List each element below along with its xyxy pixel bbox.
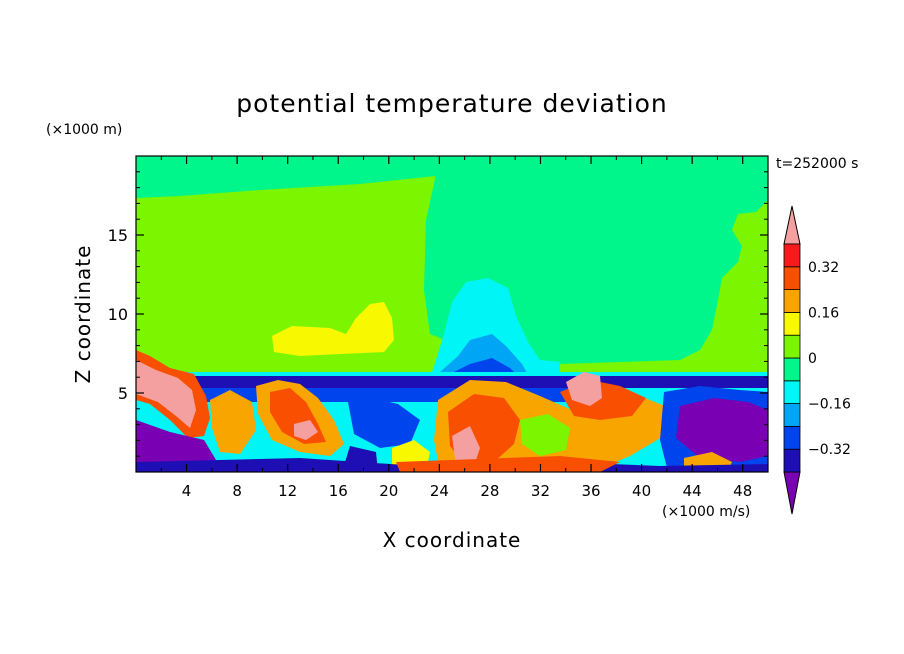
colorbar-tick-label: −0.16	[808, 397, 851, 413]
field-warm-patch-a	[272, 302, 394, 356]
y-tick-label: 15	[108, 226, 128, 245]
colorbar: 0.32 0.16 0 −0.16 −0.32	[783, 205, 851, 515]
y-unit-label: (×1000 m)	[46, 122, 122, 138]
x-tick-label: 44	[683, 482, 702, 500]
x-axis: 4 8 12 16 20 24 28 32 36 40 44 48	[160, 156, 752, 500]
field-warm-green-pocket	[520, 414, 570, 456]
x-tick-label: 36	[581, 482, 600, 500]
colorbar-band	[783, 334, 801, 359]
field-right-pink	[566, 372, 602, 406]
y-axis-label: Z coordinate	[71, 245, 95, 384]
field-left-warm-core	[136, 360, 196, 428]
field-mid-cold-a	[348, 398, 420, 448]
x-tick-label: 48	[733, 482, 752, 500]
colorbar-under-arrow	[783, 471, 801, 515]
x-tick-label: 12	[278, 482, 297, 500]
field-left-purple	[136, 420, 216, 472]
x-tick-label: 16	[329, 482, 348, 500]
colorbar-band	[783, 311, 801, 336]
x-tick-label: 20	[379, 482, 398, 500]
colorbar-band	[783, 266, 801, 290]
time-label: t=252000 s	[776, 156, 858, 172]
field-big-warm-pink	[452, 426, 480, 466]
field-bottom-cold	[136, 458, 768, 472]
field-plume-a-pink	[294, 420, 318, 440]
colorbar-band	[783, 403, 801, 427]
colorbar-over-arrow	[783, 205, 801, 245]
colorbar-tick-label: −0.32	[808, 442, 851, 458]
colorbar-band	[783, 425, 801, 450]
x-tick-label: 4	[182, 482, 192, 500]
colorbar-band	[783, 243, 801, 268]
chart-title: potential temperature deviation	[236, 89, 667, 118]
colorbar-band	[783, 357, 801, 382]
x-axis-label: X coordinate	[383, 528, 522, 552]
y-axis: 5 10 15	[108, 171, 768, 457]
field-inversion-band	[136, 376, 768, 388]
x-tick-label: 28	[480, 482, 499, 500]
colorbar-band	[783, 380, 801, 404]
x-tick-label: 8	[232, 482, 242, 500]
x-tick-label: 24	[430, 482, 449, 500]
colorbar-tick-label: 0.32	[808, 260, 839, 276]
colorbar-tick-label: 0.16	[808, 305, 839, 321]
x-tick-label: 40	[632, 482, 651, 500]
colorbar-tick-label: 0	[808, 351, 817, 367]
field-left-orange	[210, 390, 256, 454]
x-tick-label: 32	[531, 482, 550, 500]
y-tick-label: 5	[118, 384, 128, 403]
colorbar-band	[783, 448, 801, 473]
field-bottom-warm	[396, 456, 620, 472]
colorbar-band	[783, 289, 801, 313]
y-tick-label: 10	[108, 305, 128, 324]
plot-area	[136, 156, 768, 472]
field-top-left-neutral	[136, 156, 440, 198]
field-right-warm-patch	[722, 206, 768, 362]
field-right-purple	[676, 398, 768, 462]
x-unit-label: (×1000 m/s)	[662, 504, 750, 520]
